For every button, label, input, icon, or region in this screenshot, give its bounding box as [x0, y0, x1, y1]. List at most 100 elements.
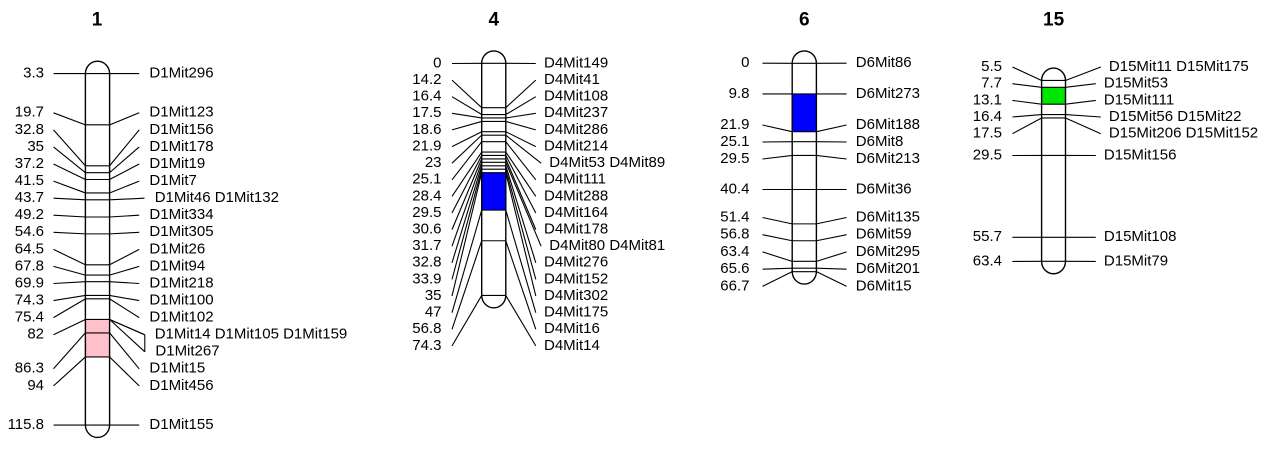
svg-text:D6Mit8: D6Mit8: [856, 133, 904, 150]
svg-text:51.4: 51.4: [720, 208, 749, 225]
svg-text:17.5: 17.5: [973, 125, 1002, 142]
svg-text:32.8: 32.8: [412, 254, 441, 271]
svg-text:21.9: 21.9: [720, 116, 749, 133]
svg-text:D6Mit135: D6Mit135: [856, 208, 920, 225]
svg-text:94: 94: [27, 377, 44, 394]
svg-text:55.7: 55.7: [973, 228, 1002, 245]
svg-text:D1Mit123: D1Mit123: [149, 104, 213, 121]
svg-text:18.6: 18.6: [412, 121, 441, 138]
svg-text:19.7: 19.7: [15, 104, 44, 121]
svg-text:3.3: 3.3: [23, 65, 44, 82]
svg-text:54.6: 54.6: [15, 223, 44, 240]
svg-text:7.7: 7.7: [981, 75, 1002, 92]
svg-text:D4Mit286: D4Mit286: [544, 121, 608, 138]
svg-text:35: 35: [27, 138, 44, 155]
svg-text:D6Mit295: D6Mit295: [856, 243, 920, 260]
svg-text:16.4: 16.4: [412, 88, 441, 105]
svg-text:74.3: 74.3: [412, 337, 441, 354]
svg-text:D6Mit36: D6Mit36: [856, 180, 912, 197]
svg-text:D15Mit53: D15Mit53: [1104, 75, 1168, 92]
svg-text:66.7: 66.7: [720, 277, 749, 294]
svg-text:D15Mit108: D15Mit108: [1104, 228, 1177, 245]
svg-text:43.7: 43.7: [15, 189, 44, 206]
svg-text:D15Mit79: D15Mit79: [1104, 252, 1168, 269]
svg-text:21.9: 21.9: [412, 138, 441, 155]
svg-text:D1Mit155: D1Mit155: [149, 416, 213, 433]
svg-text:41.5: 41.5: [15, 172, 44, 189]
svg-text:25.1: 25.1: [720, 133, 749, 150]
svg-text:67.8: 67.8: [15, 257, 44, 274]
svg-text:0: 0: [433, 54, 441, 71]
svg-text:D4Mit16: D4Mit16: [544, 320, 600, 337]
svg-text:56.8: 56.8: [720, 226, 749, 243]
svg-text:D1Mit178: D1Mit178: [149, 138, 213, 155]
svg-text:82: 82: [27, 326, 44, 343]
svg-text:25.1: 25.1: [412, 171, 441, 188]
svg-text:5.5: 5.5: [981, 58, 1002, 75]
svg-text:64.5: 64.5: [15, 240, 44, 257]
svg-text:D1Mit296: D1Mit296: [149, 65, 213, 82]
svg-text:D1Mit102: D1Mit102: [149, 309, 213, 326]
svg-text:56.8: 56.8: [412, 320, 441, 337]
svg-text:D4Mit214: D4Mit214: [544, 138, 608, 155]
svg-text:69.9: 69.9: [15, 274, 44, 291]
svg-text:D1Mit94: D1Mit94: [149, 257, 205, 274]
svg-text:D4Mit175: D4Mit175: [544, 304, 608, 321]
svg-text:D1Mit334: D1Mit334: [149, 206, 213, 223]
svg-text:D6Mit15: D6Mit15: [856, 277, 912, 294]
svg-text:23: 23: [425, 154, 442, 171]
svg-text:14.2: 14.2: [412, 71, 441, 88]
svg-text:0: 0: [741, 54, 749, 71]
svg-text:D6Mit188: D6Mit188: [856, 116, 920, 133]
svg-text:D15Mit206 D15Mit152: D15Mit206 D15Mit152: [1109, 125, 1258, 142]
svg-text:D1Mit15: D1Mit15: [149, 360, 205, 377]
svg-text:D4Mit53 D4Mit89: D4Mit53 D4Mit89: [549, 154, 665, 171]
svg-text:D4Mit80 D4Mit81: D4Mit80 D4Mit81: [549, 237, 665, 254]
svg-text:75.4: 75.4: [15, 309, 44, 326]
svg-text:D4Mit237: D4Mit237: [544, 104, 608, 121]
svg-text:D1Mit156: D1Mit156: [149, 121, 213, 138]
svg-text:63.4: 63.4: [973, 252, 1002, 269]
svg-text:32.8: 32.8: [15, 121, 44, 138]
svg-text:D4Mit178: D4Mit178: [544, 221, 608, 238]
svg-text:40.4: 40.4: [720, 180, 749, 197]
svg-text:28.4: 28.4: [412, 187, 441, 204]
svg-text:47: 47: [425, 304, 442, 321]
svg-text:D1Mit305: D1Mit305: [149, 223, 213, 240]
svg-text:D15Mit156: D15Mit156: [1104, 146, 1177, 163]
svg-text:4: 4: [489, 10, 500, 31]
svg-text:D1Mit100: D1Mit100: [149, 292, 213, 309]
svg-text:63.4: 63.4: [720, 243, 749, 260]
svg-text:29.5: 29.5: [973, 146, 1002, 163]
svg-text:D15Mit11 D15Mit175: D15Mit11 D15Mit175: [1109, 58, 1249, 75]
svg-text:D6Mit213: D6Mit213: [856, 150, 920, 167]
svg-text:1: 1: [92, 10, 103, 31]
svg-text:D4Mit152: D4Mit152: [544, 270, 608, 287]
svg-text:D15Mit111: D15Mit111: [1104, 91, 1174, 108]
svg-text:D4Mit108: D4Mit108: [544, 88, 608, 105]
svg-text:D1Mit46 D1Mit132: D1Mit46 D1Mit132: [155, 189, 279, 206]
svg-text:17.5: 17.5: [412, 104, 441, 121]
svg-text:D4Mit111: D4Mit111: [544, 171, 606, 188]
svg-text:13.1: 13.1: [973, 91, 1002, 108]
svg-text:D4Mit149: D4Mit149: [544, 54, 608, 71]
svg-text:D4Mit276: D4Mit276: [544, 254, 608, 271]
svg-text:D1Mit218: D1Mit218: [149, 274, 213, 291]
svg-text:35: 35: [425, 287, 442, 304]
svg-text:49.2: 49.2: [15, 206, 44, 223]
svg-text:65.6: 65.6: [720, 260, 749, 277]
svg-text:D1Mit7: D1Mit7: [149, 172, 197, 189]
svg-text:D6Mit59: D6Mit59: [856, 226, 912, 243]
svg-text:D4Mit164: D4Mit164: [544, 204, 608, 221]
svg-text:D4Mit288: D4Mit288: [544, 187, 608, 204]
svg-text:86.3: 86.3: [15, 360, 44, 377]
svg-text:D1Mit14 D1Mit105 D1Mit159: D1Mit14 D1Mit105 D1Mit159: [155, 326, 348, 343]
svg-text:33.9: 33.9: [412, 270, 441, 287]
svg-text:9.8: 9.8: [729, 85, 750, 102]
svg-text:6: 6: [799, 10, 810, 31]
svg-text:37.2: 37.2: [15, 155, 44, 172]
svg-text:31.7: 31.7: [412, 237, 441, 254]
svg-text:30.6: 30.6: [412, 221, 441, 238]
svg-text:74.3: 74.3: [15, 292, 44, 309]
svg-text:D1Mit267: D1Mit267: [155, 343, 219, 360]
